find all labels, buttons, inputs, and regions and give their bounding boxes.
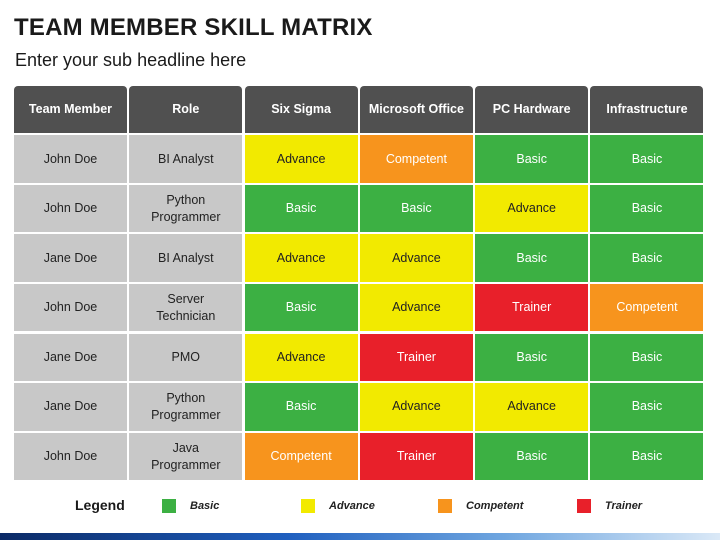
legend-title: Legend <box>75 497 125 513</box>
cell-skill-level: Basic <box>590 184 704 233</box>
legend-label: Basic <box>190 500 220 512</box>
cell-skill-level: Advance <box>359 383 473 431</box>
footer-accent-bar <box>0 533 720 540</box>
cell-skill-level: Competent <box>244 432 358 481</box>
legend-item-basic: Basic <box>162 499 219 513</box>
legend-swatch-advance <box>301 499 315 513</box>
cell-role: Server Technician <box>129 284 243 332</box>
cell-skill-level: Advance <box>244 135 358 183</box>
cell-skill-level: Basic <box>244 284 358 332</box>
legend-item-advance: Advance <box>301 499 375 513</box>
cell-skill-level: Advance <box>475 383 589 431</box>
cell-skill-level: Competent <box>359 135 473 183</box>
legend-item-trainer: Trainer <box>577 499 642 513</box>
cell-team-member: John Doe <box>14 432 127 481</box>
header-role: Role <box>129 86 243 133</box>
cell-team-member: John Doe <box>14 184 127 233</box>
cell-skill-level: Basic <box>590 234 704 282</box>
cell-skill-level: Basic <box>244 184 358 233</box>
cell-skill-level: Basic <box>590 383 704 431</box>
cell-team-member: Jane Doe <box>14 383 127 431</box>
header-infrastructure: Infrastructure <box>590 86 704 133</box>
legend: Legend Basic Advance Competent Trainer <box>0 494 720 518</box>
legend-label: Trainer <box>605 500 643 512</box>
cell-skill-level: Competent <box>590 284 704 332</box>
header-six-sigma: Six Sigma <box>244 86 358 133</box>
cell-team-member: John Doe <box>14 135 127 183</box>
cell-skill-level: Basic <box>590 432 704 481</box>
legend-label: Competent <box>466 500 524 512</box>
cell-skill-level: Basic <box>590 333 704 381</box>
cell-team-member: Jane Doe <box>14 333 127 381</box>
cell-role: BI Analyst <box>129 135 243 183</box>
cell-role: Python Programmer <box>129 383 243 431</box>
page-subtitle: Enter your sub headline here <box>15 50 247 70</box>
cell-skill-level: Basic <box>475 432 589 481</box>
cell-skill-level: Trainer <box>359 432 473 481</box>
cell-role: BI Analyst <box>129 234 243 282</box>
header-microsoft-office: Microsoft Office <box>359 86 473 133</box>
legend-label: Advance <box>329 500 375 512</box>
cell-skill-level: Basic <box>475 333 589 381</box>
cell-skill-level: Advance <box>244 234 358 282</box>
cell-skill-level: Advance <box>475 184 589 233</box>
legend-swatch-competent <box>438 499 452 513</box>
cell-skill-level: Advance <box>244 333 358 381</box>
cell-skill-level: Advance <box>359 284 473 332</box>
legend-item-competent: Competent <box>438 499 523 513</box>
cell-role: PMO <box>129 333 243 381</box>
skill-matrix-table: Team Member Role Six Sigma Microsoft Off… <box>14 86 708 481</box>
cell-skill-level: Advance <box>359 234 473 282</box>
header-pc-hardware: PC Hardware <box>475 86 589 133</box>
cell-skill-level: Basic <box>475 234 589 282</box>
cell-role: Python Programmer <box>129 184 243 233</box>
legend-swatch-trainer <box>577 499 591 513</box>
cell-skill-level: Trainer <box>359 333 473 381</box>
cell-skill-level: Basic <box>590 135 704 183</box>
header-team-member: Team Member <box>14 86 127 133</box>
legend-swatch-basic <box>162 499 176 513</box>
cell-role: Java Programmer <box>129 432 243 481</box>
cell-team-member: Jane Doe <box>14 234 127 282</box>
cell-skill-level: Basic <box>475 135 589 183</box>
page-title: TEAM MEMBER SKILL MATRIX <box>14 14 373 41</box>
cell-team-member: John Doe <box>14 284 127 332</box>
cell-skill-level: Basic <box>359 184 473 233</box>
cell-skill-level: Basic <box>244 383 358 431</box>
cell-skill-level: Trainer <box>475 284 589 332</box>
